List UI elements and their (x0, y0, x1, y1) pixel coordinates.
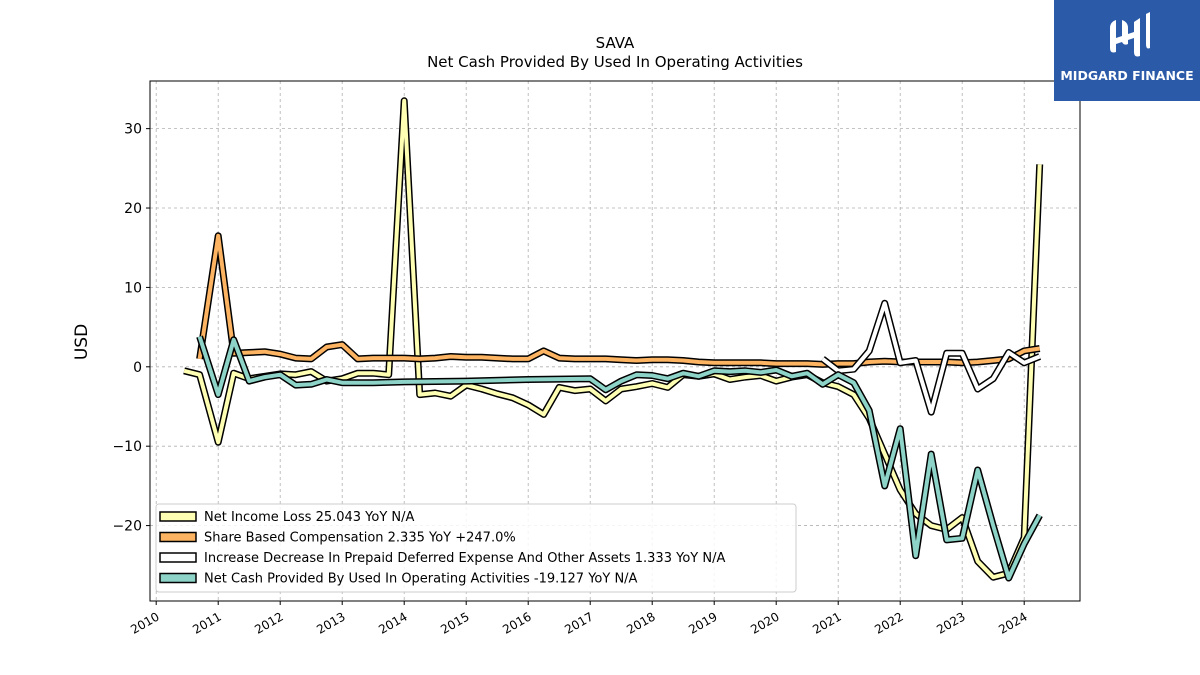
legend-entry: Net Cash Provided By Used In Operating A… (204, 572, 638, 587)
midgard-logo-mark-icon (1110, 12, 1150, 57)
chart-title: SAVA (596, 34, 635, 52)
legend-swatch (159, 511, 197, 522)
y-tick-label: 0 (133, 360, 142, 376)
x-tick-label: 2011 (190, 609, 223, 636)
chart-subtitle: Net Cash Provided By Used In Operating A… (427, 53, 803, 71)
plot-frame (149, 80, 1081, 602)
x-tick-label: 2019 (686, 609, 719, 636)
logo-text: MIDGARD FINANCE (1060, 68, 1194, 83)
x-tick-label: 2020 (748, 609, 781, 636)
x-tick-label: 2010 (128, 609, 161, 636)
x-tick-label: 2016 (500, 609, 533, 636)
x-tick-label: 2012 (252, 609, 285, 636)
legend-entry: Increase Decrease In Prepaid Deferred Ex… (204, 551, 725, 566)
series-2 (820, 299, 1042, 416)
y-axis-label: USD (72, 324, 92, 360)
x-tick-label: 2017 (562, 609, 595, 636)
legend: Net Income Loss 25.043 YoY N/A Share Base… (155, 503, 797, 593)
x-tick-label: 2014 (376, 609, 409, 636)
legend-swatch (159, 552, 197, 563)
y-tick-label: −10 (112, 439, 142, 455)
x-tick-label: 2013 (314, 609, 347, 636)
y-tick-label: −20 (112, 519, 142, 535)
x-tick-label: 2022 (872, 609, 905, 636)
x-tick-label: 2021 (810, 609, 843, 636)
series-line (821, 301, 1041, 415)
y-tick-label: 10 (124, 280, 142, 296)
legend-box (155, 503, 797, 593)
x-tick-label: 2023 (934, 609, 967, 636)
midgard-finance-logo: MIDGARD FINANCE (1054, 0, 1200, 101)
series-outline (196, 232, 1041, 368)
series-1 (196, 232, 1041, 368)
legend-swatch (159, 572, 197, 584)
legend-swatch (159, 531, 197, 543)
legend-entry: Net Income Loss 25.043 YoY N/A (204, 510, 415, 525)
y-tick-label: 20 (124, 201, 142, 217)
y-tick-label: 30 (124, 122, 142, 138)
x-tick-label: 2015 (438, 609, 471, 636)
legend-entry: Share Based Compensation 2.335 YoY +247.… (204, 531, 516, 546)
x-tick-label: 2024 (996, 609, 1029, 636)
series-3 (196, 335, 1043, 582)
series-line (197, 335, 1042, 580)
x-tick-label: 2018 (624, 609, 657, 636)
series-layer (183, 97, 1044, 582)
